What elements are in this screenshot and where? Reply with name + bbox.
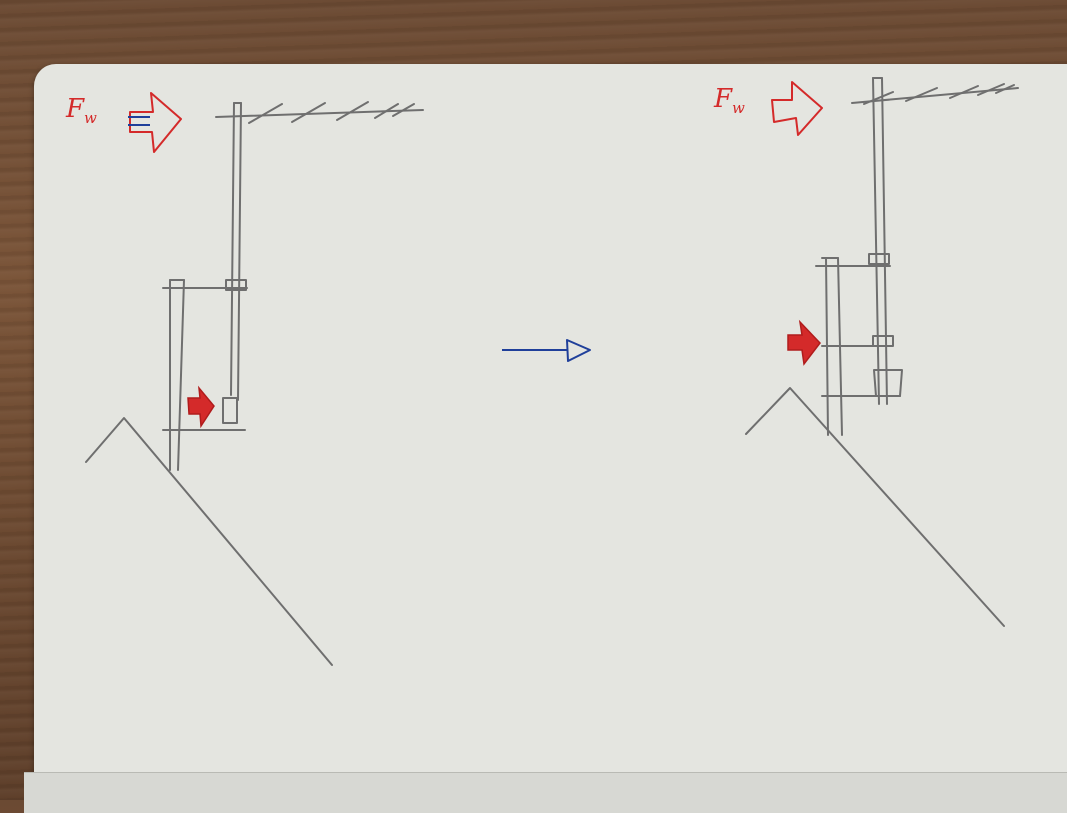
right-antenna-mast (868, 77, 903, 405)
right-force-label: Fw (714, 84, 745, 118)
wind-force-arrow-icon (128, 92, 182, 153)
left-roof (85, 417, 333, 666)
load-arrow-icon (187, 385, 215, 429)
right-roof (745, 387, 1005, 627)
notebook-page (34, 64, 1067, 784)
wind-force-arrow-icon (771, 81, 823, 136)
left-chimney (162, 279, 248, 471)
left-force-label: Fw (66, 94, 97, 128)
right-antenna-boom (851, 83, 1019, 105)
left-antenna-boom (215, 101, 424, 124)
left-antenna-mast (222, 102, 247, 424)
transition-arrow-icon (502, 339, 591, 362)
load-arrow-icon (787, 319, 821, 366)
